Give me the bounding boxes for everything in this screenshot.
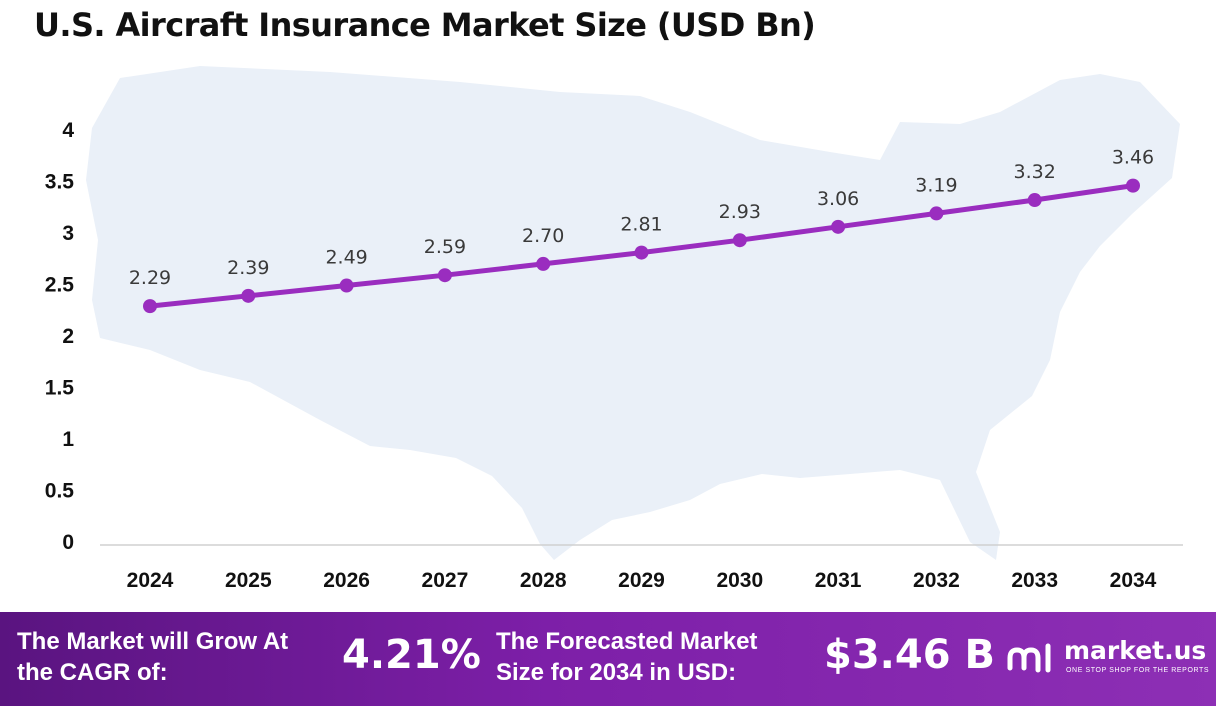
x-tick-label: 2026 xyxy=(323,569,370,592)
data-point xyxy=(143,299,157,314)
data-label: 3.46 xyxy=(1112,147,1154,169)
data-point xyxy=(1027,193,1042,208)
data-point xyxy=(634,245,649,260)
x-tick-label: 2030 xyxy=(716,569,763,592)
data-label: 3.32 xyxy=(1014,161,1056,183)
brand-name: market.us xyxy=(1064,636,1207,665)
data-label: 2.81 xyxy=(620,214,662,236)
brand-logo: market.us ONE STOP SHOP FOR THE REPORTS xyxy=(1006,636,1210,686)
x-tick-label: 2032 xyxy=(913,569,960,592)
forecast-label: The Forecasted Market Size for 2034 in U… xyxy=(496,628,758,686)
y-tick-label: 4 xyxy=(62,119,74,142)
x-tick-label: 2033 xyxy=(1011,569,1058,592)
y-tick-label: 3.5 xyxy=(45,171,75,194)
y-tick-label: 3 xyxy=(62,222,74,245)
cagr-value: 4.21% xyxy=(342,632,481,678)
line-chart: 0 0.5 1 1.5 2 2.5 3 3.5 4 2024 2025 2026 2027 2028 202… xyxy=(45,66,1183,592)
data-point xyxy=(929,206,944,221)
cagr-label: The Market will Grow At the CAGR of: xyxy=(17,628,289,686)
y-tick-label: 2 xyxy=(62,325,74,348)
x-tick-label: 2031 xyxy=(815,569,862,592)
data-label: 3.19 xyxy=(915,174,957,196)
forecast-value: $3.46 B xyxy=(824,632,995,678)
data-label: 2.39 xyxy=(227,257,269,279)
x-tick-label: 2025 xyxy=(225,569,272,592)
us-map-background xyxy=(86,66,1180,560)
summary-banner: The Market will Grow At the CAGR of: 4.2… xyxy=(0,612,1216,706)
data-label: 2.49 xyxy=(325,247,367,269)
data-label: 3.06 xyxy=(817,188,859,210)
data-point xyxy=(1126,178,1140,193)
brand-tagline: ONE STOP SHOP FOR THE REPORTS xyxy=(1066,667,1210,674)
data-point xyxy=(339,278,354,293)
data-point xyxy=(437,268,452,283)
y-tick-label: 2.5 xyxy=(45,274,75,297)
x-tick-label: 2034 xyxy=(1110,569,1157,592)
y-tick-label: 0.5 xyxy=(45,480,75,503)
data-point xyxy=(831,219,846,234)
y-tick-label: 0 xyxy=(62,531,74,554)
market-us-logo-icon xyxy=(1007,643,1051,673)
chart-title: U.S. Aircraft Insurance Market Size (USD… xyxy=(34,6,816,44)
x-tick-label: 2028 xyxy=(520,569,567,592)
x-tick-label: 2024 xyxy=(127,569,174,592)
y-tick-label: 1 xyxy=(62,428,74,451)
y-tick-label: 1.5 xyxy=(45,377,75,400)
data-label: 2.93 xyxy=(719,201,761,223)
data-label: 2.29 xyxy=(129,267,171,289)
x-tick-label: 2029 xyxy=(618,569,665,592)
data-point xyxy=(536,256,551,271)
x-tick-label: 2027 xyxy=(422,569,469,592)
data-point xyxy=(241,288,256,303)
data-point xyxy=(732,233,747,248)
data-label: 2.59 xyxy=(424,236,466,258)
data-label: 2.70 xyxy=(522,225,564,247)
